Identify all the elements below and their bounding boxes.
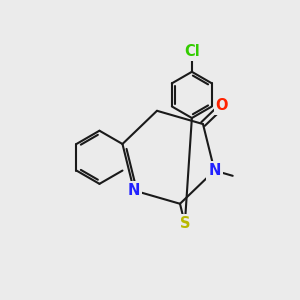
Text: N: N [208, 163, 221, 178]
Text: O: O [216, 98, 228, 113]
Text: N: N [128, 183, 140, 198]
Text: Cl: Cl [184, 44, 200, 59]
Text: S: S [180, 216, 190, 231]
